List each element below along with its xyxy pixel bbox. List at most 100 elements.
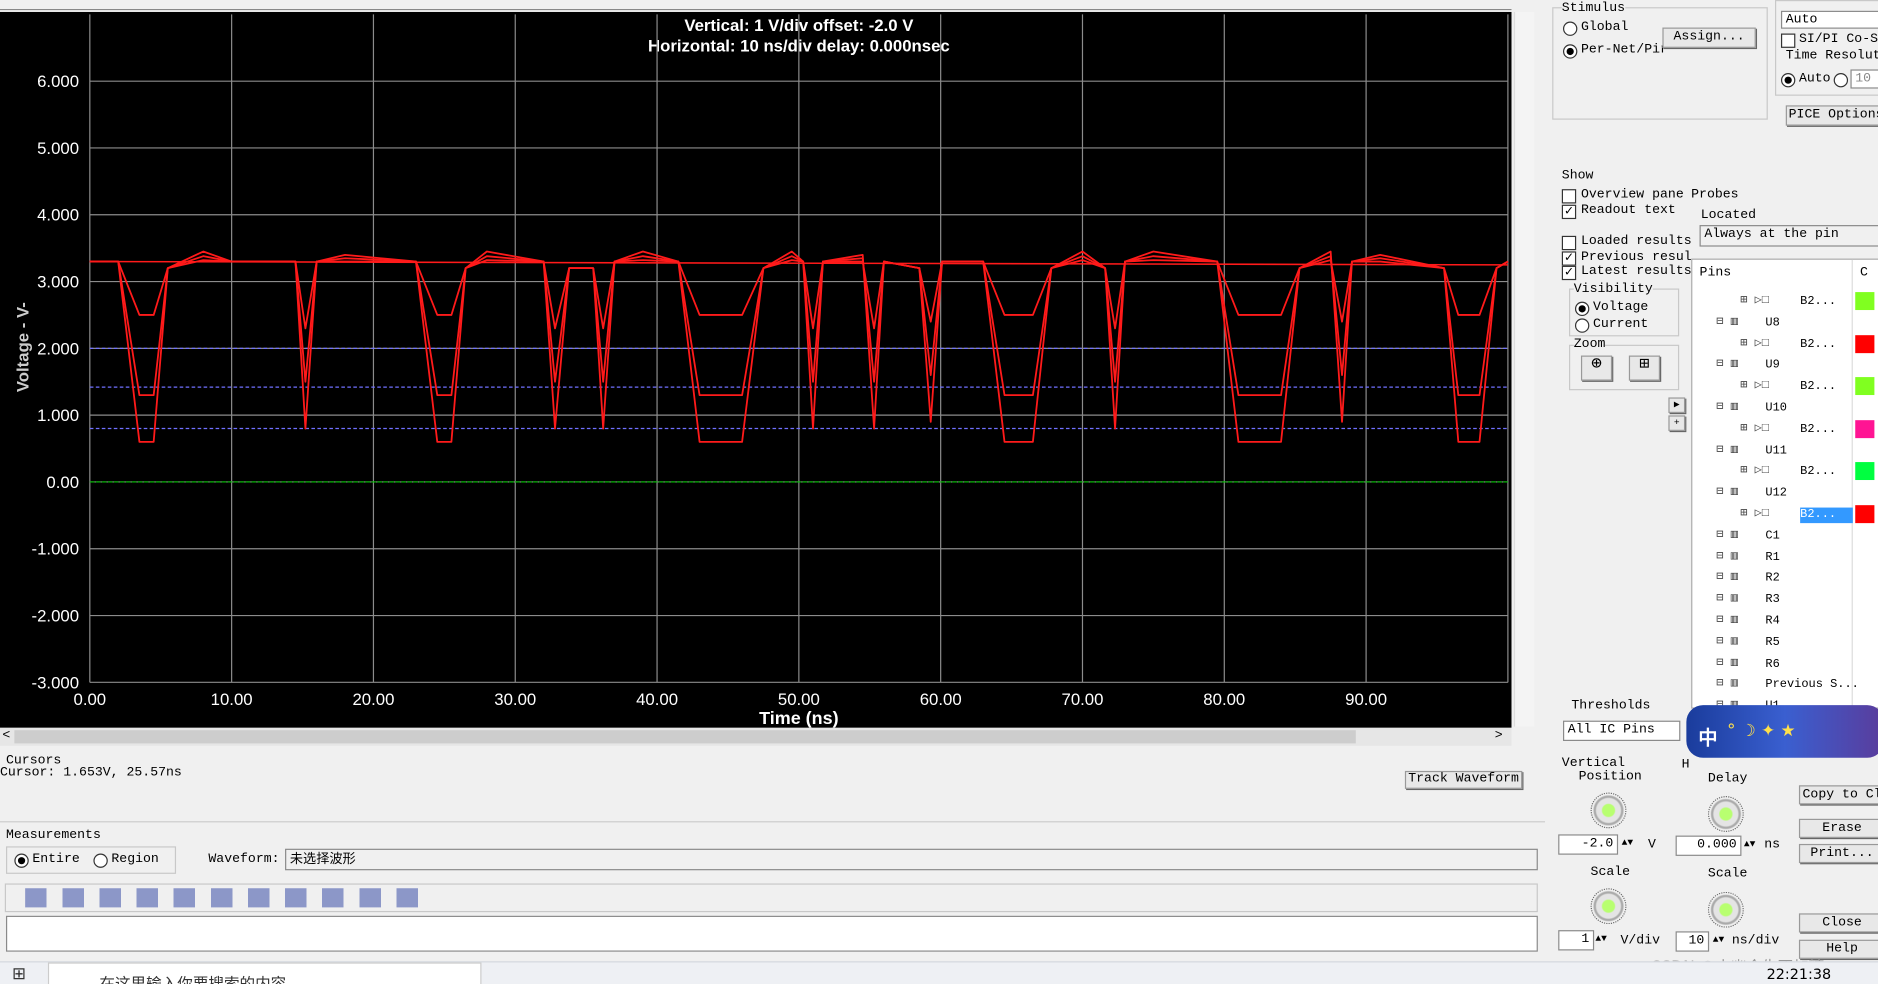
delay-input[interactable]: 0.000 <box>1675 835 1742 856</box>
scale-knob[interactable] <box>1590 888 1627 925</box>
tree-label[interactable]: B2... <box>1800 423 1837 437</box>
arrow-button[interactable]: ▶ <box>1668 397 1686 413</box>
checkbox[interactable]: ✓ <box>1561 251 1577 266</box>
tree-icon[interactable]: ⊟ ▥ <box>1716 614 1738 628</box>
tree-icon[interactable]: ⊟ ▥ <box>1716 678 1738 692</box>
scroll-right[interactable]: > <box>1494 729 1503 744</box>
spinner[interactable]: ▲▼ <box>1743 839 1756 850</box>
dropdown[interactable]: Auto <box>1780 10 1878 29</box>
scroll-thumb[interactable] <box>14 730 1356 744</box>
radio[interactable] <box>1562 21 1578 36</box>
tree-label[interactable]: B2... <box>1800 380 1837 395</box>
tree-icon[interactable]: ⊟ ▥ <box>1716 550 1738 564</box>
radio[interactable] <box>1574 301 1590 317</box>
tree-row[interactable]: ⊟ ▥ R6 <box>1692 654 1878 673</box>
checkbox[interactable] <box>1561 189 1577 204</box>
radio[interactable] <box>14 853 29 868</box>
waveform-dropdown[interactable]: 未选择波形 <box>285 848 1538 871</box>
radio[interactable] <box>93 853 108 868</box>
tree-label[interactable]: R5 <box>1765 636 1780 650</box>
spinner[interactable]: ▲▼ <box>1595 933 1607 945</box>
radio[interactable] <box>1833 73 1849 88</box>
arrow-button[interactable]: + <box>1668 415 1686 431</box>
tree-icon[interactable]: ⊟ ▥ <box>1716 443 1738 457</box>
print-button[interactable]: Print... <box>1798 843 1878 864</box>
checkbox[interactable]: ✓ <box>1561 204 1577 220</box>
radio[interactable] <box>1574 318 1590 333</box>
tree-row[interactable]: ⊟ ▥ R2 <box>1692 569 1878 588</box>
checkbox[interactable]: ✓ <box>1561 265 1577 281</box>
tree-icon[interactable]: ⊟ ▥ <box>1716 635 1738 649</box>
tree-row[interactable]: ⊟ ▥ R3 <box>1692 590 1878 609</box>
tree-icon[interactable]: ⊞ ▷□ <box>1740 294 1770 308</box>
tree-label[interactable]: B2... <box>1800 295 1837 309</box>
track-button[interactable]: Track Waveform <box>1404 770 1523 789</box>
tree-row[interactable]: ⊞ ▷□ B2... <box>1692 377 1878 396</box>
options-button[interactable]: PICE Options <box>1785 105 1878 126</box>
dropdown[interactable]: Always at the pin <box>1699 225 1878 247</box>
assign-button[interactable]: Assign... <box>1662 27 1756 48</box>
delay-knob[interactable] <box>1707 796 1744 832</box>
tree-row[interactable]: ⊟ ▥ Previous S... <box>1692 676 1878 695</box>
ime-bar[interactable]: 中 ° ☽ ✦ ★ <box>1686 705 1878 758</box>
tree-icon[interactable]: ⊞ ▷□ <box>1740 422 1770 436</box>
tree-label[interactable]: B2... <box>1800 338 1837 352</box>
tree-label[interactable]: U11 <box>1765 444 1787 458</box>
tree-icon[interactable]: ⊞ ▷□ <box>1740 507 1770 521</box>
tree-icon[interactable]: ⊟ ▥ <box>1716 315 1738 329</box>
tree-row[interactable]: ⊞ ▷□ B2... <box>1692 292 1878 311</box>
search-box[interactable]: 在这里输入你要搜索的内容 <box>47 962 482 984</box>
scale-knob[interactable] <box>1707 891 1744 928</box>
scale-input[interactable]: 10 <box>1675 931 1710 952</box>
tree-label[interactable]: R3 <box>1765 593 1780 608</box>
tree-label[interactable]: Previous S... <box>1765 679 1859 693</box>
ime-mode[interactable]: 中 <box>1698 726 1718 750</box>
tree-icon[interactable]: ⊟ ▥ <box>1716 656 1738 670</box>
tree-label[interactable]: R2 <box>1765 572 1780 586</box>
tree-row[interactable]: ⊞ ▷□ B2... <box>1692 462 1878 482</box>
tree-icon[interactable]: ⊟ ▥ <box>1716 358 1738 372</box>
tree-icon[interactable]: ⊟ ▥ <box>1716 592 1738 606</box>
scale-input[interactable]: 1 <box>1558 930 1595 951</box>
tree-icon[interactable]: ⊟ ▥ <box>1716 571 1738 585</box>
tree-label[interactable]: B2... <box>1800 466 1837 480</box>
input[interactable]: 10 <box>1850 69 1878 89</box>
checkbox[interactable] <box>1780 33 1796 48</box>
tree-label[interactable]: R6 <box>1765 657 1780 672</box>
v-scrollbar[interactable] <box>1513 11 1535 727</box>
dropdown[interactable]: All IC Pins <box>1562 720 1681 741</box>
radio[interactable] <box>1780 73 1796 88</box>
tree-row[interactable]: ⊞ ▷□ B2... <box>1692 334 1878 354</box>
ime-icons[interactable]: ° ☽ ✦ ★ <box>1727 721 1796 741</box>
scroll-left[interactable]: < <box>2 729 11 744</box>
tree-label[interactable]: B2... <box>1800 507 1853 524</box>
tree-row[interactable]: ⊞ ▷□ B2... <box>1692 419 1878 439</box>
erase-button[interactable]: Erase <box>1798 818 1878 838</box>
tree-row[interactable]: ⊟ ▥ U11 <box>1692 441 1878 460</box>
tree-label[interactable]: C1 <box>1765 530 1780 544</box>
spinner[interactable]: ▲▼ <box>1621 837 1634 849</box>
help-button[interactable]: Help <box>1798 939 1878 959</box>
start-button[interactable]: ⊞ <box>11 964 27 984</box>
h-scrollbar[interactable]: < > <box>0 727 1512 746</box>
tree-icon[interactable]: ⊞ ▷□ <box>1740 379 1770 393</box>
copy-button[interactable]: Copy to Cl <box>1798 785 1878 805</box>
tree-row[interactable]: ⊟ ▥ U12 <box>1692 484 1878 503</box>
zoom-in-button[interactable]: ⊕ <box>1580 356 1613 381</box>
tree-row[interactable]: ⊟ ▥ U10 <box>1692 399 1878 418</box>
tree-icon[interactable]: ⊟ ▥ <box>1716 486 1738 500</box>
close-button[interactable]: Close <box>1798 913 1878 933</box>
tree-row[interactable]: ⊞ ▷□ B2... <box>1692 505 1878 524</box>
tree-label[interactable]: U10 <box>1765 402 1787 416</box>
zoom-fit-button[interactable]: ⊞ <box>1628 355 1661 381</box>
tree-row[interactable]: ⊟ ▥ R5 <box>1692 633 1878 652</box>
checkbox[interactable] <box>1561 235 1577 251</box>
position-input[interactable]: -2.0 <box>1558 834 1619 855</box>
tree-label[interactable]: U8 <box>1765 316 1780 331</box>
tree-icon[interactable]: ⊟ ▥ <box>1716 528 1738 543</box>
tree-label[interactable]: R1 <box>1765 551 1780 565</box>
tree-icon[interactable]: ⊞ ▷□ <box>1740 464 1770 479</box>
toolbar-icons[interactable] <box>25 888 433 908</box>
tree-row[interactable]: ⊟ ▥ R1 <box>1692 548 1878 567</box>
tree-icon[interactable]: ⊟ ▥ <box>1716 401 1738 415</box>
